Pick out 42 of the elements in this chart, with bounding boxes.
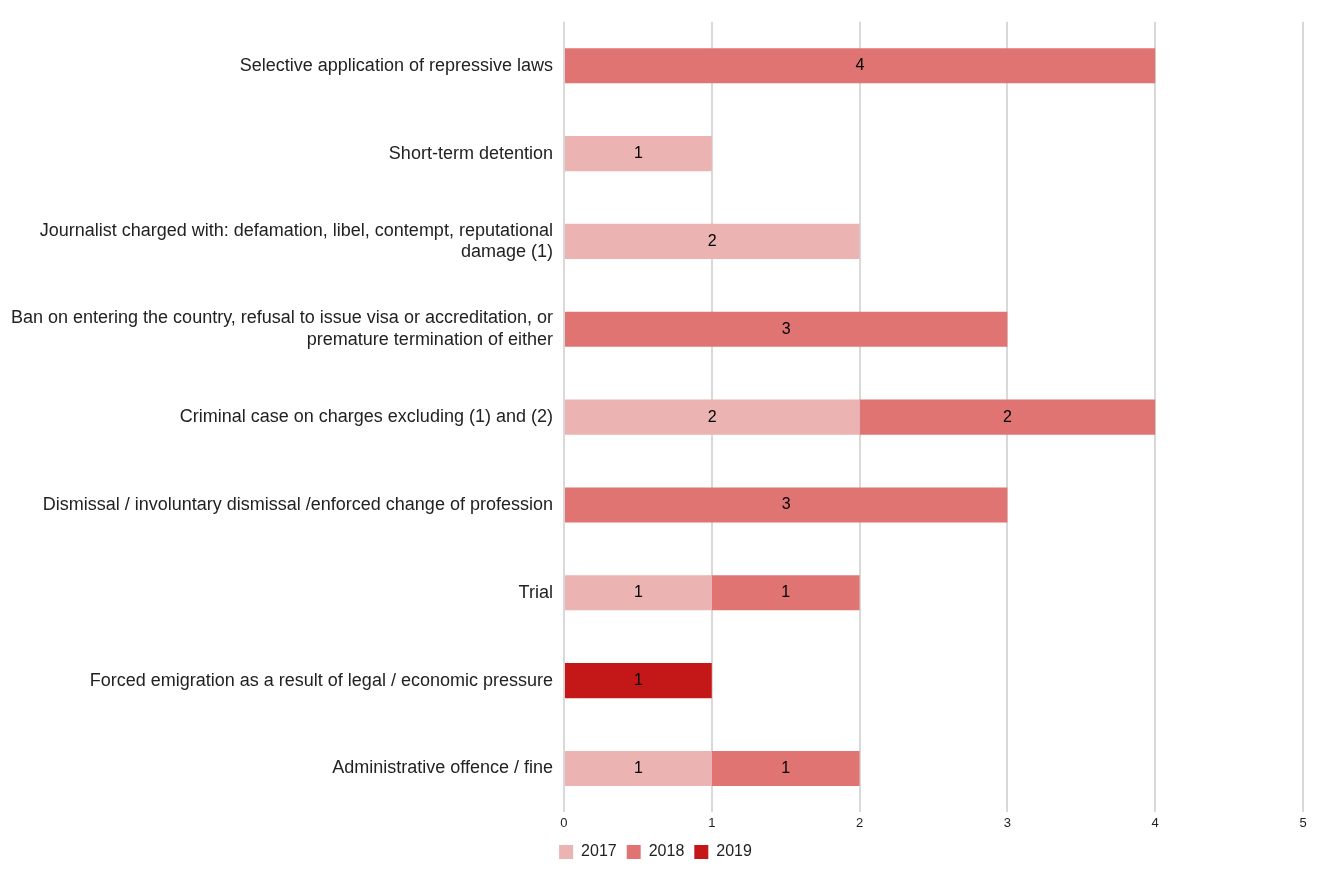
bar bbox=[711, 750, 860, 787]
legend-label: 2018 bbox=[648, 842, 685, 860]
bar bbox=[564, 311, 1008, 347]
data-label: 3 bbox=[781, 495, 791, 513]
y-tick-label: Forced emigration as a result of legal / economic pressure bbox=[89, 669, 553, 690]
x-tick-label: 1 bbox=[708, 814, 716, 830]
y-tick-label: Journalist charged with: defamation, libel, contempt, reputational damage (1) bbox=[39, 219, 553, 262]
x-tick-label: 2 bbox=[855, 814, 864, 830]
bar bbox=[564, 750, 712, 787]
data-label: 2 bbox=[707, 407, 717, 425]
data-label: 4 bbox=[855, 56, 865, 74]
y-tick-label: Selective application of repressive laws bbox=[239, 54, 553, 75]
bar bbox=[859, 399, 1156, 435]
x-tick-label: 0 bbox=[560, 814, 568, 830]
y-tick-label: Administrative offence / fine bbox=[332, 757, 553, 778]
x-tick-label: 3 bbox=[1003, 814, 1011, 830]
y-tick-label: Dismissal / involuntary dismissal /enforced change of profession bbox=[42, 493, 553, 514]
data-label: 1 bbox=[633, 583, 643, 601]
bar bbox=[564, 575, 712, 611]
legend-label: 2019 bbox=[716, 842, 752, 860]
bar bbox=[564, 223, 860, 259]
data-label: 1 bbox=[633, 671, 643, 689]
data-label: 3 bbox=[781, 319, 791, 337]
bar bbox=[564, 663, 712, 699]
x-tick-label: 5 bbox=[1299, 814, 1307, 830]
data-label: 2 bbox=[707, 231, 717, 249]
data-label: 1 bbox=[781, 758, 791, 776]
y-tick-label: Short-term detention bbox=[388, 142, 553, 163]
y-tick-label: Ban on entering the country, refusal to issue visa or accreditation, or premature termination of either bbox=[10, 307, 553, 350]
x-tick-label: 4 bbox=[1151, 814, 1159, 830]
bar bbox=[564, 48, 1156, 84]
data-label: 1 bbox=[633, 143, 643, 161]
y-tick-label: Trial bbox=[518, 581, 553, 602]
bar bbox=[564, 136, 712, 172]
bar bbox=[711, 575, 860, 611]
data-label: 1 bbox=[781, 583, 791, 601]
legend-label: 2017 bbox=[581, 842, 617, 860]
data-label: 1 bbox=[633, 758, 643, 776]
bar bbox=[564, 487, 1008, 523]
data-label: 2 bbox=[1002, 407, 1012, 425]
bar bbox=[564, 399, 860, 435]
y-tick-label: Criminal case on charges excluding (1) and (2) bbox=[179, 406, 553, 427]
